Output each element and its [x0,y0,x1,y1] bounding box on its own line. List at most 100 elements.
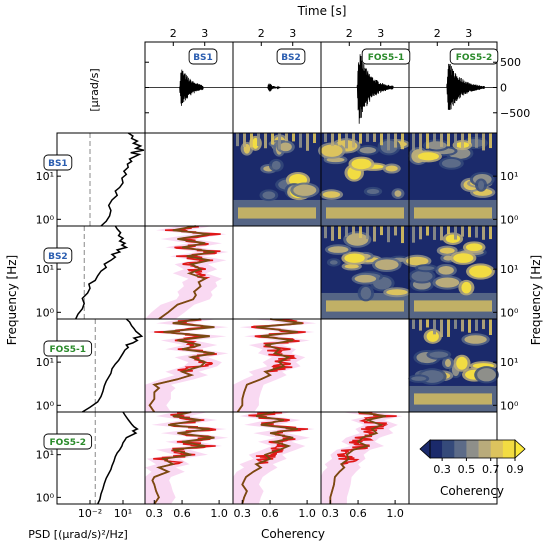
wct-highfreq-streak [475,133,478,148]
wct-blob [374,259,399,271]
wct-lowfreq-core [326,300,404,312]
station-tag-box [43,154,73,171]
colorbar-frame [429,439,516,459]
wct-highfreq-streak [489,133,492,149]
station-tag-left-FOS5-2: FOS5-2 [43,433,93,450]
wct-blob [293,184,317,196]
wct-highfreq-streak [468,319,471,333]
wct-blob [321,144,343,157]
coherency-smoothed-line [236,318,303,413]
wct-highfreq-streak [324,226,327,239]
wct-highfreq-streak [359,226,362,239]
station-tag-text: FOS5-1 [50,345,87,355]
wct-highfreq-streak [345,133,348,149]
wct-highfreq-streak [387,133,390,151]
wct-blob [327,246,349,253]
waveform-trace-BS2 [233,83,321,92]
coherency-smoothed-line [151,411,215,505]
colorbar-segment [430,440,443,458]
wct-highfreq-streak [461,226,464,237]
coherency-band [233,412,315,504]
panel-frame [56,411,146,505]
wct-blob [469,265,492,278]
wct-highfreq-streak [440,133,443,147]
coherency-smoothed-line [148,318,215,413]
psd-tick-label: 10⁻² [78,507,102,520]
wct-highfreq-streak [426,226,429,236]
wct-highfreq-streak [482,319,485,330]
wct-blob [438,265,454,275]
wct-blob [461,281,472,294]
wct-highfreq-streak [454,319,457,329]
wct-highfreq-streak [440,226,443,241]
wct-highfreq-streak [419,226,422,240]
amplitude-tick-label: 0 [500,82,507,95]
station-tag-left-BS1: BS1 [43,154,73,171]
station-tag-text: BS2 [48,252,68,262]
station-tag-box [276,48,306,65]
wct-highfreq-streak [461,133,464,150]
coherency-panel-FOS5-2-BS1 [145,411,229,505]
station-tag-box [43,433,93,450]
wct-highfreq-streak [426,133,429,149]
wct-highfreq-streak [313,133,316,144]
wct-highfreq-streak [401,133,404,150]
wct-highfreq-streak [243,133,246,147]
coherency-tick-label: 0.6 [173,507,191,520]
coherency-panels [145,225,403,505]
psd-panel-FOS5-1 [81,318,144,413]
wct-highfreq-streak [482,226,485,240]
coherency-tick-label: 0.6 [261,507,279,520]
colorbar-tick-label: 0.3 [433,463,451,476]
time-tick-label: 3 [201,27,208,40]
panel-frame [56,132,146,227]
wct-blob [453,253,474,263]
station-tag-top-FOS5-2: FOS5-2 [449,48,499,65]
wct-highfreq-streak [394,226,397,236]
wct-lowfreq-core [414,393,492,405]
wct-highfreq-streak [461,319,464,332]
wct-blob [456,356,468,370]
wct-highfreq-streak [345,226,348,238]
time-tick-label: 2 [258,27,265,40]
coherency-panel-FOS5-2-BS2 [233,411,315,505]
wct-highfreq-streak [489,226,492,240]
wct-highfreq-streak [352,226,355,236]
wct-highfreq-streak [412,133,415,151]
wct-highfreq-streak [447,133,450,147]
wct-blob [417,152,439,161]
psd-curve [81,318,144,413]
amplitude-tick-label: −500 [500,107,530,120]
wct-highfreq-streak [338,226,341,240]
coherency-panel-FOS5-2-FOS5-1 [321,411,403,504]
station-tag-top-BS2: BS2 [276,48,306,65]
wct-blob [386,289,408,296]
time-tick-label: 3 [465,27,472,40]
frequency-axis-label-left: Frequency [Hz] [5,255,19,346]
waveform-trace-BS1 [145,69,233,106]
wct-highfreq-streak [394,133,397,148]
wct-lowfreq-core [414,207,492,219]
time-tick-label: 3 [289,27,296,40]
wct-highfreq-streak [292,133,295,142]
station-tag-box [449,48,499,65]
wct-panel-FOS5-1-FOS5-2 [408,319,499,412]
wct-highfreq-streak [447,226,450,235]
wct-blob [271,160,281,170]
frequency-tick-label-left: 10¹ [36,356,54,369]
wct-blob [329,260,338,265]
amplitude-axis-label: [μrad/s] [88,68,101,111]
wct-blob [439,247,455,254]
wct-blob [279,142,292,152]
station-tag-text: BS1 [193,53,213,63]
wct-blob [464,335,487,344]
wct-lowfreq-core [326,207,404,219]
frequency-tick-label-right: 10⁰ [500,306,519,319]
frequency-tick-label-right: 10¹ [500,263,518,276]
wct-highfreq-streak [433,319,436,335]
panel-frame [232,225,322,320]
wct-panel-BS2-FOS5-1 [321,226,411,319]
wct-blob [354,274,377,283]
wct-highfreq-streak [489,319,492,335]
